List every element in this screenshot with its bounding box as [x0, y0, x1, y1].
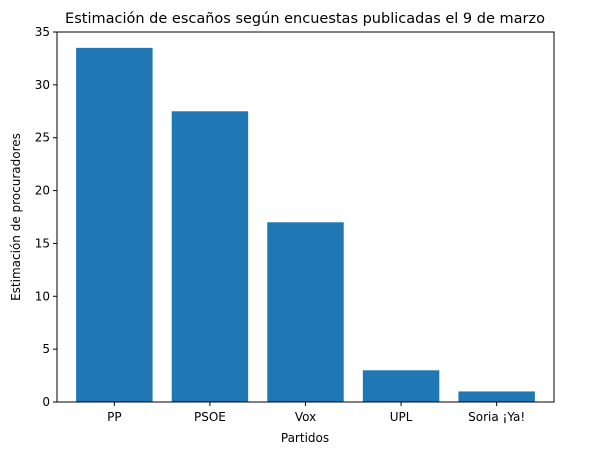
bar-soria-ya [458, 391, 535, 402]
plot-frame [56, 31, 555, 403]
y-tick-label: 0 [42, 395, 50, 409]
y-tick-label: 35 [35, 25, 50, 39]
y-tick-label: 30 [35, 78, 50, 92]
y-tick-label: 15 [35, 236, 50, 250]
y-tick-label: 10 [35, 289, 50, 303]
x-axis-label: Partidos [281, 431, 329, 445]
x-tick-label: Vox [295, 410, 316, 424]
y-tick-label: 5 [42, 342, 50, 356]
bar-upl [362, 370, 440, 402]
bar-vox [267, 222, 344, 402]
bar-psoe [171, 111, 249, 403]
bars-group [76, 47, 535, 403]
x-tick-label: PP [107, 410, 121, 424]
x-axis-ticks: PP PSOE Vox UPL Soria ¡Ya! [107, 402, 525, 424]
chart-title: Estimación de escaños según encuestas pu… [65, 11, 545, 27]
x-tick-label: PSOE [194, 410, 226, 424]
x-tick-label: UPL [390, 410, 413, 424]
y-tick-label: 20 [35, 184, 50, 198]
y-tick-label: 25 [35, 131, 50, 145]
bar-pp [76, 47, 153, 402]
y-axis-ticks: 0 5 10 15 20 25 30 35 [35, 25, 57, 409]
x-tick-label: Soria ¡Ya! [468, 410, 525, 424]
y-axis-label: Estimación de procuradores [9, 133, 23, 301]
